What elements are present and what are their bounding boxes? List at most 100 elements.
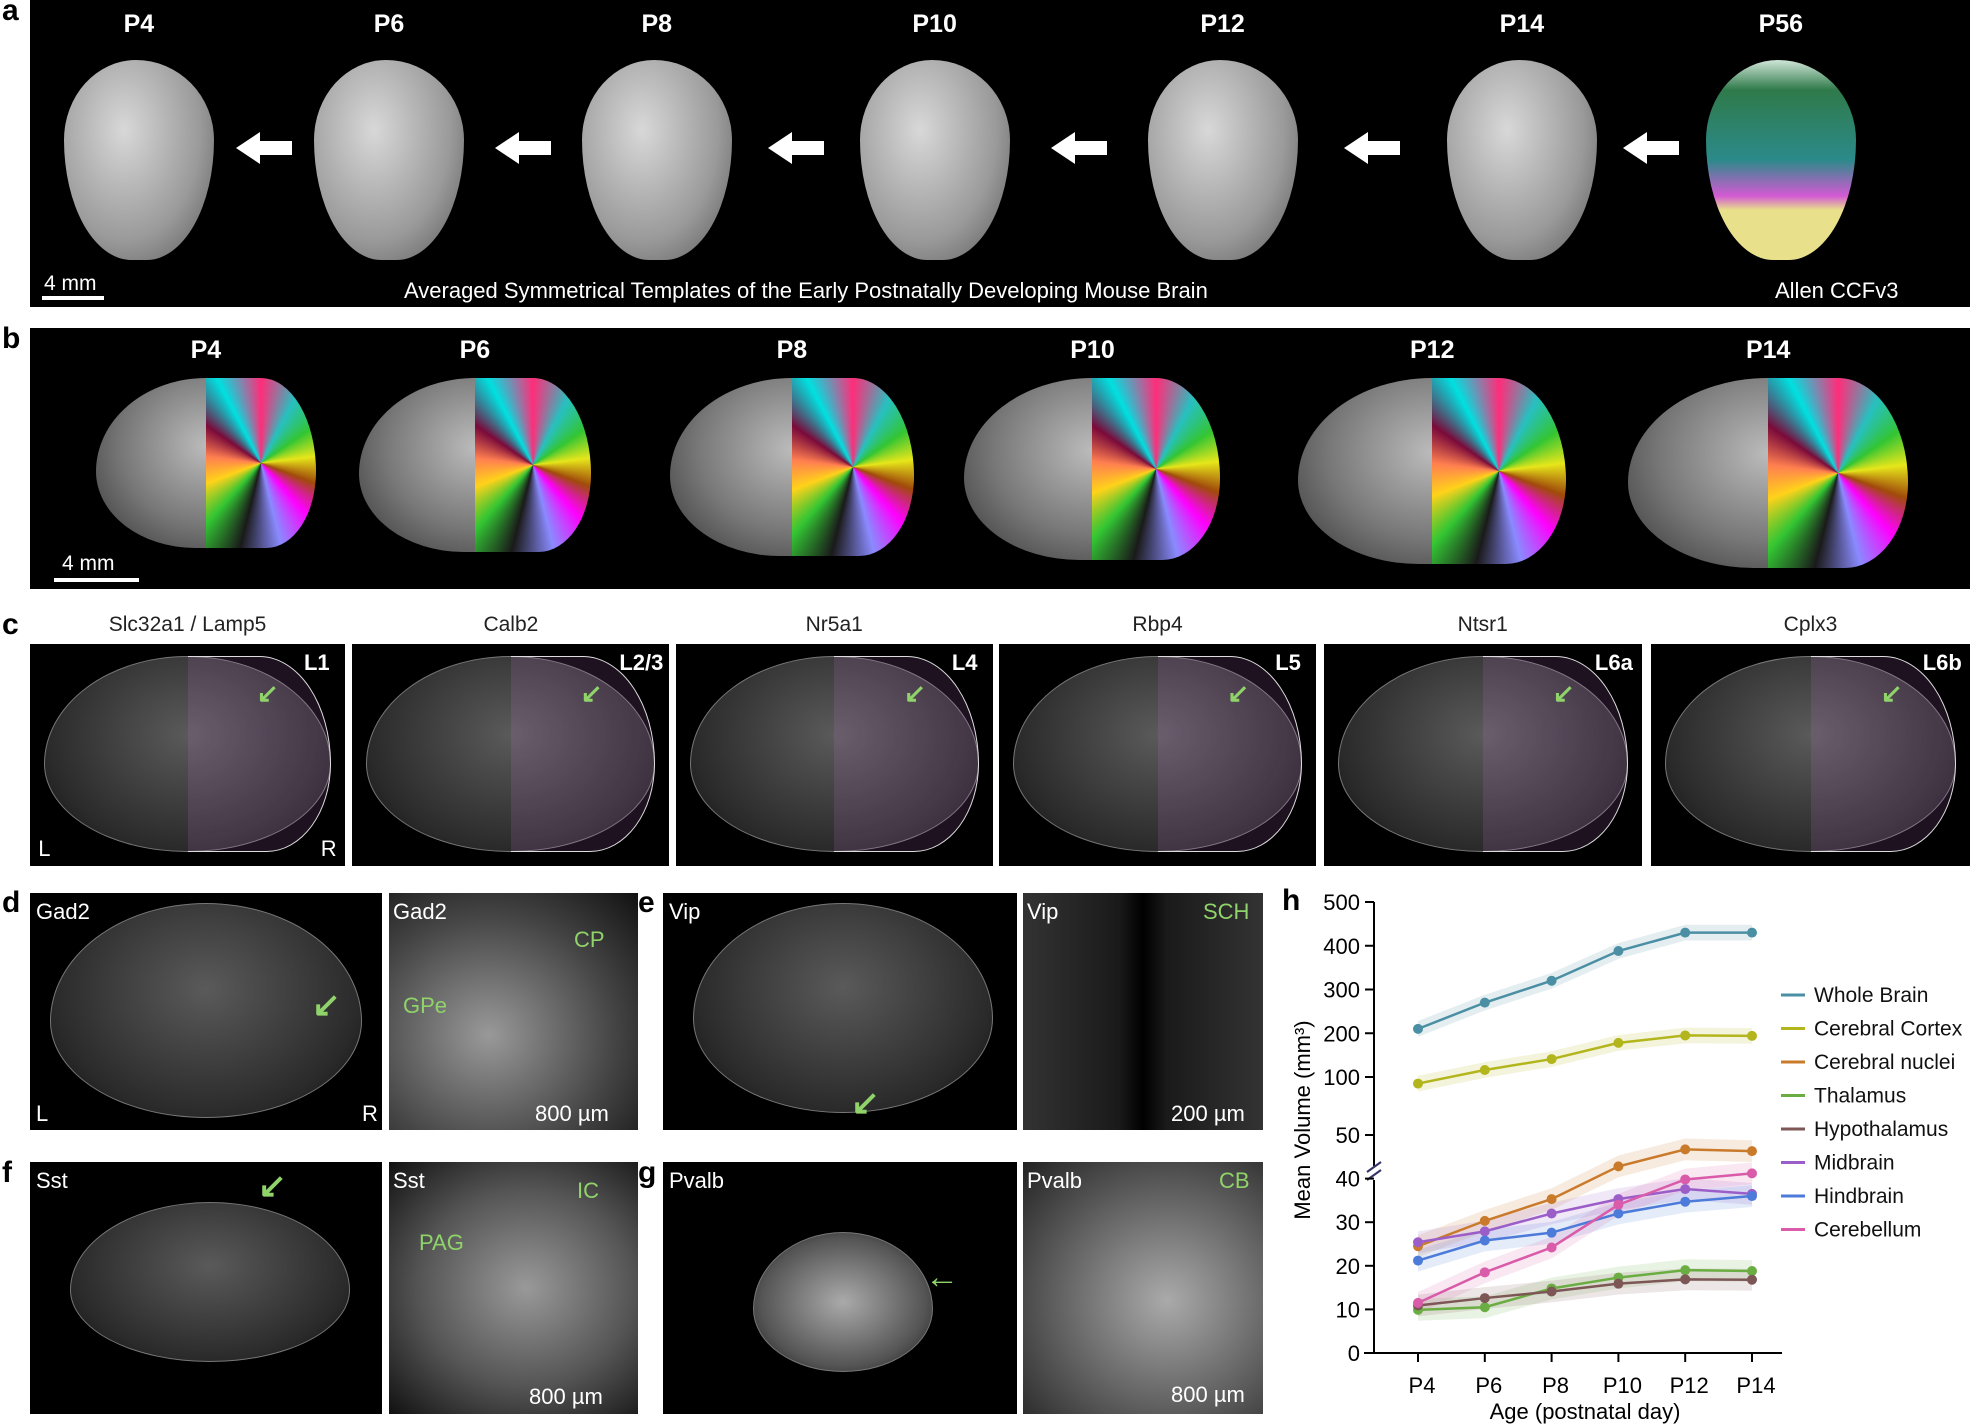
legend-label: Cerebral Cortex bbox=[1814, 1018, 1963, 1041]
age-label: P8 bbox=[641, 10, 673, 38]
x-tick-label: P4 bbox=[1409, 1373, 1436, 1398]
data-point bbox=[1413, 1237, 1423, 1248]
error-band bbox=[1418, 1185, 1752, 1272]
age-label: P12 bbox=[1409, 336, 1455, 364]
data-point bbox=[1613, 946, 1624, 956]
legend-label: Thalamus bbox=[1814, 1085, 1906, 1108]
data-point bbox=[1413, 1078, 1423, 1089]
left-label: L bbox=[36, 1101, 49, 1126]
layer-label: L6b bbox=[1922, 650, 1962, 675]
data-point bbox=[1680, 1144, 1691, 1155]
panel-a-3d-templates: P4 P6 P8 P10 P12 P14 P56 4 mm Averaged Symmetr… bbox=[30, 0, 1970, 307]
panel-g-letter: g bbox=[638, 1156, 657, 1189]
atlas-outline-overlay bbox=[187, 656, 331, 852]
panel-e-right: Vip SCH 200 µm bbox=[1023, 893, 1263, 1130]
data-point bbox=[1479, 1226, 1490, 1237]
panel-e-left: Vip ↙ bbox=[663, 893, 1017, 1130]
error-band bbox=[1418, 924, 1752, 1037]
left-arrow-icon bbox=[767, 132, 824, 164]
region-label-sch: SCH bbox=[1203, 899, 1250, 924]
panel-c-section-4: L5 ↙ bbox=[999, 644, 1317, 866]
y-tick-label: 10 bbox=[1336, 1297, 1360, 1322]
scale-bar bbox=[54, 578, 139, 582]
data-point bbox=[1747, 1030, 1757, 1041]
y-tick-label: 200 bbox=[1323, 1021, 1360, 1046]
data-point bbox=[1479, 1235, 1490, 1246]
layer-label: L5 bbox=[1275, 650, 1301, 675]
x-tick-label: P10 bbox=[1603, 1373, 1642, 1398]
data-point bbox=[1680, 1265, 1691, 1276]
age-label: P14 bbox=[1745, 336, 1791, 364]
panel-c-section-1: L1 ↙ L R bbox=[30, 644, 345, 866]
brain-template-render bbox=[1147, 60, 1298, 260]
panel-b-coronal-atlas: P4 P6 P8 P10 P12 P14 4 mm bbox=[30, 328, 1970, 589]
reference-label: Allen CCFv3 bbox=[1775, 278, 1899, 303]
panel-d-left: Gad2 L R ↙ bbox=[30, 893, 382, 1130]
panel-f-letter: f bbox=[2, 1156, 12, 1189]
layer-label: L6a bbox=[1594, 650, 1633, 675]
data-point bbox=[1680, 927, 1691, 938]
data-point bbox=[1613, 1037, 1624, 1048]
atlas-segmentation-overlay bbox=[1768, 378, 1909, 568]
legend-label: Midbrain bbox=[1814, 1152, 1895, 1175]
data-point bbox=[1479, 1065, 1490, 1075]
gene-label: Sst bbox=[393, 1168, 425, 1193]
layer-label: L4 bbox=[951, 650, 978, 675]
data-point bbox=[1680, 1274, 1691, 1285]
coronal-section bbox=[70, 1202, 350, 1362]
legend-label: Hypothalamus bbox=[1814, 1118, 1948, 1141]
series-line bbox=[1417, 1187, 1753, 1244]
y-tick-label: 0 bbox=[1348, 1341, 1360, 1366]
error-band bbox=[1418, 1259, 1752, 1321]
brain-template-render bbox=[581, 60, 732, 260]
gene-label: Pvalb bbox=[1027, 1168, 1083, 1193]
data-point bbox=[1747, 1146, 1757, 1157]
scale-bar bbox=[42, 296, 104, 300]
data-point bbox=[1413, 1023, 1423, 1034]
data-point bbox=[1613, 1208, 1624, 1219]
data-point bbox=[1680, 1184, 1691, 1195]
layer-label: L1 bbox=[303, 650, 330, 675]
panel-d-right: Gad2 CP GPe 800 µm bbox=[389, 893, 638, 1130]
gene-label: Slc32a1 / Lamp5 bbox=[108, 613, 267, 636]
atlas-outline-overlay bbox=[1157, 656, 1303, 852]
atlas-segmentation-overlay bbox=[1432, 378, 1567, 564]
data-point bbox=[1479, 997, 1490, 1008]
panel-a-letter: a bbox=[2, 0, 19, 27]
green-arrow-icon: ↙ bbox=[258, 1167, 287, 1205]
x-tick-label: P12 bbox=[1670, 1373, 1709, 1398]
age-label: P12 bbox=[1200, 10, 1245, 38]
data-point bbox=[1546, 975, 1557, 986]
y-axis-label: Mean Volume (mm³) bbox=[1290, 1020, 1315, 1219]
data-point bbox=[1479, 1215, 1490, 1226]
axis-break-mark bbox=[1366, 1161, 1382, 1173]
left-arrow-icon bbox=[1344, 132, 1401, 164]
green-arrow-icon: ↙ bbox=[903, 678, 926, 708]
legend-label: Cerebral nuclei bbox=[1814, 1051, 1955, 1074]
volume-line-chart: Whole Brain Cerebral Cortex Cerebral nucle… bbox=[1290, 890, 1963, 1424]
panel-c-section-3: L4 ↙ bbox=[675, 644, 993, 866]
age-label: P14 bbox=[1499, 10, 1545, 38]
brain-template-render bbox=[314, 60, 464, 260]
scale-bar-label: 4 mm bbox=[44, 272, 97, 295]
data-point bbox=[1546, 1208, 1557, 1219]
age-label: P4 bbox=[190, 336, 222, 364]
gene-label: Gad2 bbox=[393, 899, 447, 924]
legend-label: Whole Brain bbox=[1814, 984, 1928, 1007]
data-point bbox=[1747, 1191, 1757, 1202]
brain-template-render bbox=[1446, 60, 1597, 260]
panel-c-section-6: L6b ↙ bbox=[1650, 644, 1971, 866]
error-band bbox=[1418, 1162, 1752, 1314]
series-line bbox=[1417, 1148, 1753, 1248]
data-point bbox=[1680, 1030, 1691, 1041]
atlas-segmentation-overlay bbox=[474, 378, 591, 552]
panel-c-letter: c bbox=[2, 608, 19, 641]
legend-label: Cerebellum bbox=[1814, 1219, 1921, 1242]
coronal-section bbox=[693, 903, 993, 1113]
age-label: P4 bbox=[123, 10, 155, 38]
panel-f-left: Sst ↙ bbox=[30, 1162, 382, 1414]
error-band bbox=[1418, 1027, 1752, 1092]
gene-label: Calb2 bbox=[483, 613, 539, 636]
gene-label: Cplx3 bbox=[1783, 613, 1838, 636]
panel-c-section-2: L2/3 ↙ bbox=[352, 644, 670, 866]
